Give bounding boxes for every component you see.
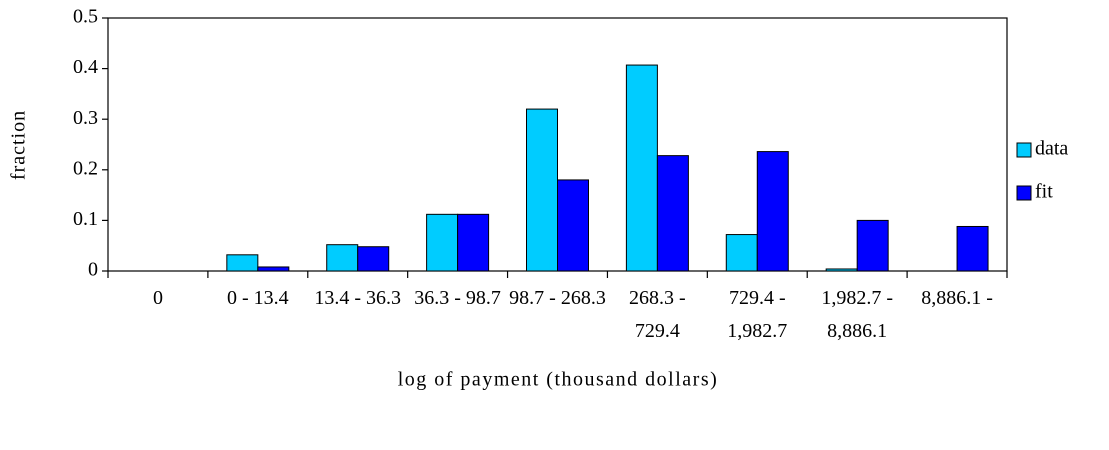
bar <box>625 64 658 272</box>
bar <box>357 246 390 272</box>
x-tick-label: 1,982.7 -8,886.1 <box>821 287 893 342</box>
bar <box>956 225 989 272</box>
bar <box>756 151 789 272</box>
bar <box>825 268 858 272</box>
bar <box>856 219 889 272</box>
y-tick-label: 0.1 <box>73 208 98 230</box>
x-tick-label: 0 - 13.4 <box>227 287 289 309</box>
x-tick-label: 0 <box>153 287 163 309</box>
legend-swatch <box>1016 142 1032 158</box>
bar <box>457 213 490 272</box>
x-tick-label: 13.4 - 36.3 <box>314 287 401 309</box>
y-tick-label: 0.5 <box>73 6 98 28</box>
bar <box>257 266 290 272</box>
y-tick-label: 0.4 <box>73 56 98 78</box>
x-tick-label: 268.3 -729.4 <box>629 287 686 342</box>
bar <box>656 155 689 272</box>
y-tick-label: 0.2 <box>73 157 98 179</box>
y-tick-label: 0 <box>88 259 98 281</box>
y-axis-label: fraction <box>8 110 30 180</box>
x-tick-label: 98.7 - 268.3 <box>509 287 606 309</box>
x-axis-label: log of payment (thousand dollars) <box>398 369 719 391</box>
bar <box>426 213 459 272</box>
bar <box>526 108 558 272</box>
legend-label: fit <box>1035 181 1053 203</box>
x-tick-label: 8,886.1 - <box>921 287 993 309</box>
bar <box>557 179 589 272</box>
legend-swatch <box>1016 185 1032 201</box>
bar <box>326 244 359 272</box>
x-tick-label: 36.3 - 98.7 <box>414 287 501 309</box>
x-tick-label: 729.4 -1,982.7 <box>727 287 787 342</box>
legend-label: data <box>1035 138 1068 160</box>
y-tick-label: 0.3 <box>73 107 98 129</box>
bar <box>226 254 259 272</box>
bar <box>725 234 758 272</box>
